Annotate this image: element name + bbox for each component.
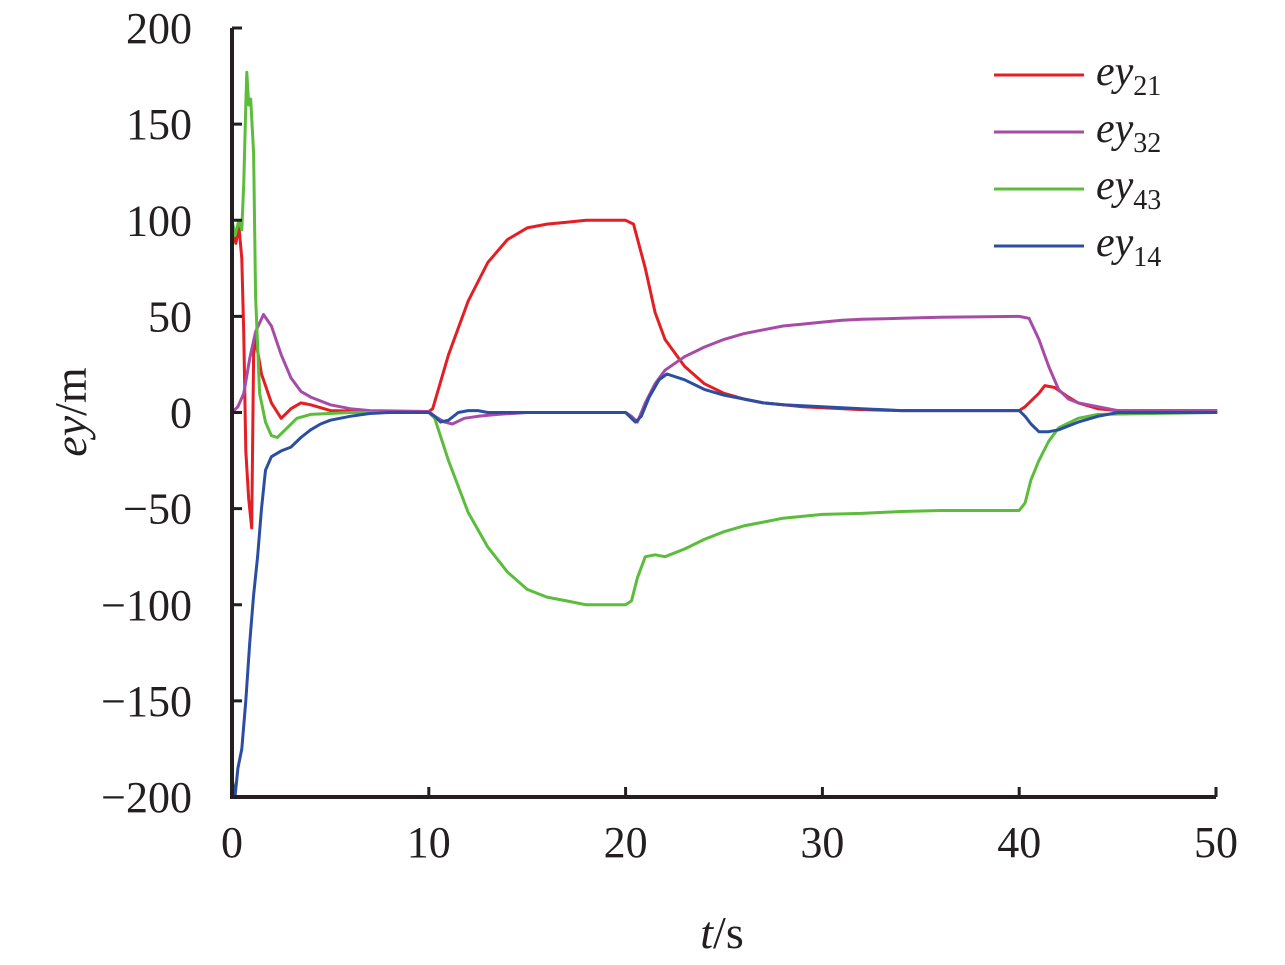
- x-tick-label: 40: [997, 818, 1041, 867]
- y-tick-label: −200: [101, 773, 192, 822]
- x-tick-label: 10: [407, 818, 451, 867]
- legend-label-ey21: ey21: [1096, 49, 1161, 102]
- y-tick-label: 150: [126, 100, 192, 149]
- series-line-ey21: [230, 218, 1218, 530]
- y-tick-label: 0: [170, 389, 192, 438]
- y-tick-label: −100: [101, 581, 192, 630]
- y-tick-label: 200: [126, 4, 192, 53]
- x-tick-label: 50: [1194, 818, 1238, 867]
- y-tick-label: −150: [101, 677, 192, 726]
- legend-label-ey14: ey14: [1096, 220, 1161, 273]
- y-tick-label: 50: [148, 292, 192, 341]
- y-tick-label: −50: [123, 485, 192, 534]
- series-line-ey14: [230, 372, 1218, 799]
- y-axis-label: ey/m: [45, 367, 96, 457]
- x-axis-label: t/s: [700, 907, 743, 958]
- series-line-ey32: [230, 313, 1218, 426]
- x-tick-label: 20: [604, 818, 648, 867]
- legend-label-ey43: ey43: [1096, 163, 1161, 216]
- series-line-ey43: [230, 70, 1218, 607]
- plot-lines: [230, 70, 1218, 799]
- x-tick-label: 30: [800, 818, 844, 867]
- y-tick-label: 100: [126, 196, 192, 245]
- ticks: 0 10 20 30 40 50 200 150 100 50 0 −50 −100 −150 −200: [101, 4, 1238, 867]
- legend-label-ey32: ey32: [1096, 106, 1161, 159]
- x-tick-label: 0: [221, 818, 243, 867]
